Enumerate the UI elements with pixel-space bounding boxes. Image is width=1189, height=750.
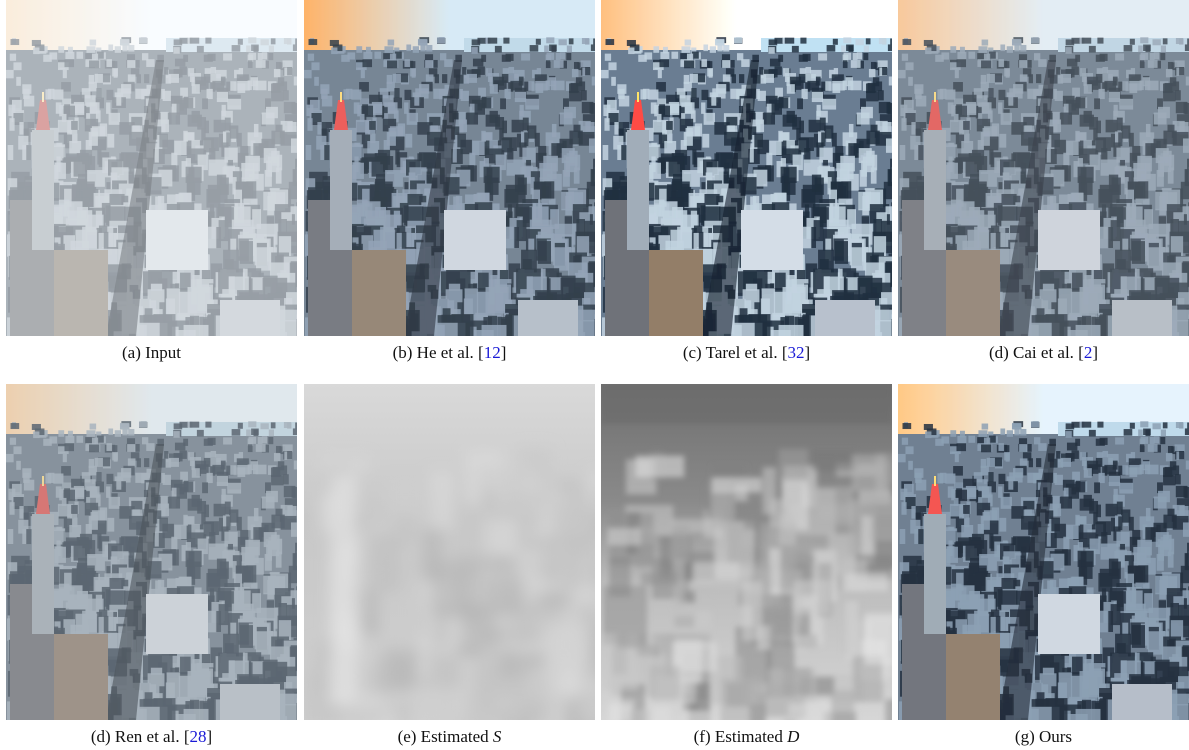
caption-d: (d) Cai et al. [2] (988, 343, 1099, 362)
caption-g: (g) Ours (1014, 727, 1073, 746)
caption-e: (e) Estimated S (397, 727, 502, 746)
citation-link[interactable]: 28 (189, 727, 207, 746)
citation-link[interactable]: 32 (787, 343, 805, 362)
caption-d2: (d) Ren et al. [28] (90, 727, 213, 746)
citation-link[interactable]: 12 (483, 343, 501, 362)
he-result-image (304, 0, 595, 336)
caption-c: (c) Tarel et al. [32] (682, 343, 811, 362)
estimated-s-map-image (304, 384, 595, 720)
cai-result-image (898, 0, 1189, 336)
caption-b: (b) He et al. [12] (392, 343, 507, 362)
tarel-result-image (601, 0, 892, 336)
caption-a: (a) Input (121, 343, 181, 362)
caption-f: (f) Estimated D (693, 727, 800, 746)
input-hazy-city-image (6, 0, 297, 336)
estimated-d-map-image (601, 384, 892, 720)
ours-result-image (898, 384, 1189, 720)
ren-result-image (6, 384, 297, 720)
citation-link[interactable]: 2 (1083, 343, 1093, 362)
